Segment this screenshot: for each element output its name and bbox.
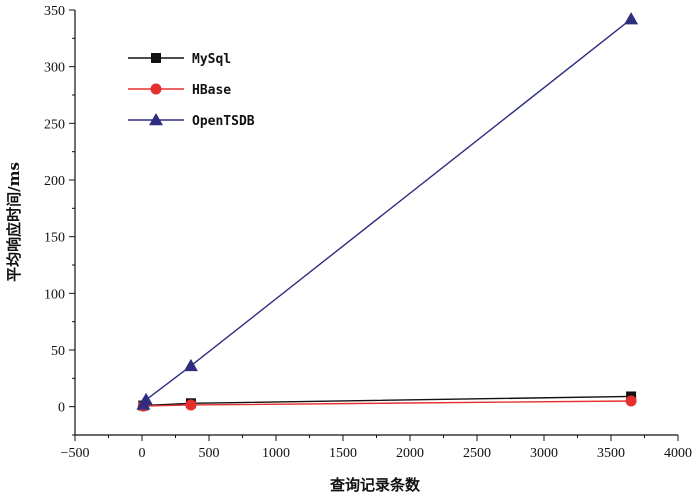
y-ticks: 0 50 100 150 200 250 300 350 bbox=[44, 4, 75, 436]
legend-label: OpenTSDB bbox=[192, 114, 255, 129]
x-ticks: −500 0 500 1000 1500 2000 2500 3000 3500 4000 bbox=[61, 435, 692, 461]
data-point-opentsdb bbox=[139, 392, 154, 406]
y-tick-label: 50 bbox=[51, 344, 65, 359]
legend-marker-opentsdb bbox=[149, 113, 163, 126]
x-tick-label: 500 bbox=[199, 446, 220, 461]
axes bbox=[74, 10, 678, 436]
x-tick-label: 1000 bbox=[262, 446, 290, 461]
y-tick-label: 300 bbox=[44, 61, 65, 76]
legend-item-opentsdb: OpenTSDB bbox=[128, 113, 255, 129]
x-tick-label: −500 bbox=[61, 446, 90, 461]
y-tick-label: 100 bbox=[44, 287, 65, 302]
x-tick-label: 2500 bbox=[463, 446, 491, 461]
legend-item-mysql: MySql bbox=[128, 52, 231, 67]
x-tick-label: 2000 bbox=[396, 446, 424, 461]
y-tick-label: 150 bbox=[44, 231, 65, 246]
legend: MySql HBase OpenTSDB bbox=[128, 52, 255, 129]
y-tick-label: 250 bbox=[44, 117, 65, 132]
legend-label: MySql bbox=[192, 52, 231, 67]
y-axis-title: 平均响应时间/ms bbox=[5, 162, 23, 282]
legend-marker-hbase bbox=[150, 83, 162, 95]
legend-marker-mysql bbox=[151, 53, 161, 63]
y-tick-label: 0 bbox=[58, 401, 65, 416]
legend-item-hbase: HBase bbox=[128, 83, 231, 98]
data-point-opentsdb bbox=[183, 358, 198, 372]
x-tick-label: 3000 bbox=[530, 446, 558, 461]
data-point-hbase bbox=[185, 399, 197, 411]
series-line-opentsdb bbox=[142, 18, 632, 405]
series-opentsdb bbox=[136, 12, 639, 410]
legend-label: HBase bbox=[192, 83, 231, 98]
y-tick-label: 350 bbox=[44, 4, 65, 19]
x-tick-label: 0 bbox=[139, 446, 146, 461]
data-point-hbase bbox=[625, 395, 637, 407]
x-tick-label: 1500 bbox=[329, 446, 357, 461]
data-point-opentsdb bbox=[624, 12, 639, 25]
y-tick-label: 200 bbox=[44, 174, 65, 189]
x-tick-label: 4000 bbox=[664, 446, 692, 461]
x-tick-label: 3500 bbox=[597, 446, 625, 461]
series-layer bbox=[136, 12, 639, 412]
x-axis-title: 查询记录条数 bbox=[330, 476, 421, 494]
